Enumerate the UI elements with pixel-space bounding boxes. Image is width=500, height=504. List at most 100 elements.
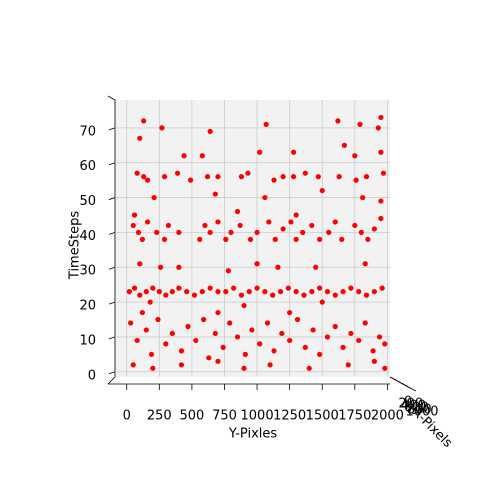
- point: [263, 121, 269, 127]
- x-tick-label: 1250: [273, 409, 306, 424]
- point: [382, 341, 388, 347]
- point: [158, 264, 164, 270]
- point: [144, 219, 151, 225]
- point: [165, 222, 172, 229]
- point: [249, 327, 255, 333]
- point: [134, 170, 140, 176]
- point: [247, 236, 254, 242]
- point: [212, 191, 218, 197]
- point: [378, 215, 384, 222]
- point: [228, 229, 234, 236]
- point: [280, 174, 286, 180]
- point: [137, 135, 143, 141]
- point: [206, 355, 212, 361]
- point: [148, 351, 155, 357]
- point: [141, 174, 147, 180]
- point: [324, 334, 331, 340]
- point: [378, 114, 384, 121]
- y-tick-label: 30: [79, 264, 96, 279]
- point: [143, 327, 149, 333]
- point: [169, 330, 175, 337]
- point: [163, 341, 169, 347]
- point: [150, 285, 156, 291]
- point: [293, 289, 299, 295]
- point: [147, 299, 153, 305]
- point: [193, 337, 199, 344]
- point: [212, 330, 218, 337]
- point: [204, 174, 211, 180]
- point: [317, 285, 323, 291]
- point: [238, 174, 245, 180]
- point: [294, 316, 301, 323]
- point: [348, 330, 354, 337]
- y-tick: [108, 197, 116, 200]
- point: [280, 226, 286, 232]
- z-tick: [409, 387, 417, 392]
- point: [130, 222, 136, 229]
- point: [178, 362, 185, 368]
- point: [185, 323, 191, 330]
- point: [254, 261, 260, 267]
- point: [169, 289, 175, 295]
- point: [199, 289, 205, 295]
- point: [143, 289, 149, 295]
- point: [155, 316, 161, 323]
- point: [184, 289, 190, 295]
- point: [225, 268, 231, 274]
- point: [139, 236, 145, 242]
- point: [317, 351, 323, 357]
- point: [264, 320, 271, 326]
- point: [363, 174, 370, 180]
- point: [357, 121, 363, 127]
- point: [215, 358, 221, 364]
- point: [139, 309, 145, 316]
- point: [245, 170, 251, 176]
- point: [352, 153, 358, 159]
- y-tick-label: 40: [79, 229, 96, 244]
- point: [176, 264, 182, 270]
- point: [207, 285, 213, 291]
- point: [301, 292, 307, 298]
- point: [306, 365, 312, 371]
- x-tick-label: 1500: [306, 409, 339, 424]
- point: [302, 170, 308, 176]
- point: [324, 289, 331, 295]
- point: [161, 174, 168, 180]
- y-tick: [108, 266, 116, 270]
- point: [371, 358, 377, 364]
- point: [275, 264, 281, 270]
- point: [246, 289, 252, 295]
- point: [137, 261, 143, 267]
- point: [358, 229, 364, 236]
- point: [220, 344, 226, 350]
- point: [378, 149, 384, 155]
- point: [176, 285, 182, 291]
- point: [199, 153, 205, 159]
- point: [174, 170, 181, 176]
- y-tick-label: 0: [88, 368, 96, 383]
- point: [378, 198, 384, 204]
- point: [257, 149, 263, 155]
- point: [202, 222, 208, 229]
- point: [290, 149, 297, 155]
- point: [353, 177, 359, 183]
- point: [356, 289, 362, 295]
- point: [161, 236, 168, 242]
- point: [271, 348, 277, 354]
- point: [254, 229, 260, 236]
- point: [223, 289, 229, 295]
- z-tick-label: 200: [398, 397, 423, 412]
- point: [262, 194, 268, 201]
- point: [207, 229, 213, 236]
- point: [238, 292, 245, 298]
- axis-edge: [107, 95, 116, 385]
- point: [332, 219, 338, 225]
- y-tick: [108, 301, 116, 305]
- point: [191, 292, 198, 298]
- point: [379, 285, 385, 291]
- x-tick-label: 1750: [338, 409, 371, 424]
- point: [234, 334, 241, 340]
- point: [285, 285, 291, 291]
